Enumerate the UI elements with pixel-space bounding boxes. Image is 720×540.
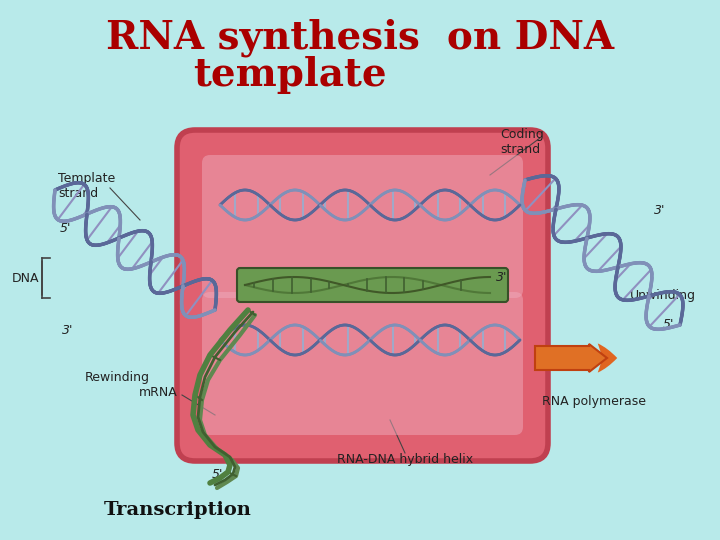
FancyBboxPatch shape xyxy=(177,130,548,461)
Text: 5': 5' xyxy=(662,319,674,332)
FancyBboxPatch shape xyxy=(202,292,523,435)
Text: RNA polymerase: RNA polymerase xyxy=(542,395,646,408)
Text: Template
strand: Template strand xyxy=(58,172,115,200)
FancyArrow shape xyxy=(535,348,590,368)
Text: mRNA: mRNA xyxy=(139,386,178,399)
Text: 5': 5' xyxy=(59,221,71,234)
Text: 3': 3' xyxy=(496,271,508,284)
Text: Rewinding: Rewinding xyxy=(85,372,150,384)
Text: 5': 5' xyxy=(211,469,222,482)
Text: Transcription: Transcription xyxy=(104,501,252,519)
Text: template: template xyxy=(193,56,387,94)
Text: Coding
strand: Coding strand xyxy=(500,128,544,156)
FancyBboxPatch shape xyxy=(202,155,523,298)
Text: RNA-DNA hybrid helix: RNA-DNA hybrid helix xyxy=(337,454,473,467)
Text: 3': 3' xyxy=(63,323,73,336)
Text: 3': 3' xyxy=(654,204,666,217)
Text: DNA: DNA xyxy=(12,272,40,285)
Text: Unwinding: Unwinding xyxy=(630,288,696,301)
FancyBboxPatch shape xyxy=(237,268,508,302)
FancyArrow shape xyxy=(535,344,607,372)
Text: RNA synthesis  on DNA: RNA synthesis on DNA xyxy=(106,19,614,57)
